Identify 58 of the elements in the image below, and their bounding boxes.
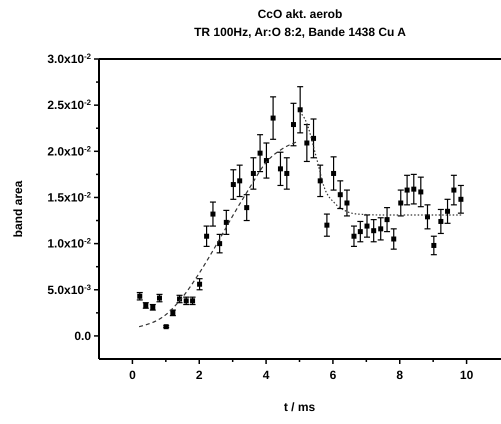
x-tick-label: 8: [396, 368, 404, 382]
point: [344, 200, 350, 206]
point: [250, 170, 256, 176]
point: [197, 282, 202, 287]
y-tick-label: 0.0: [74, 328, 92, 343]
point: [438, 218, 444, 224]
y-tick-label: 2.5x10$^{-2}$: [47, 98, 92, 112]
x-tick-label: 6: [330, 368, 337, 382]
point: [331, 170, 336, 176]
point: [364, 224, 370, 229]
point: [404, 188, 410, 193]
point: [398, 200, 404, 206]
point: [324, 222, 330, 228]
point: [270, 116, 276, 121]
y-axis-title: band area: [11, 180, 25, 238]
y-tick-label: 2.0x10$^{-2}$: [47, 144, 92, 158]
point: [217, 241, 222, 246]
point: [204, 234, 210, 239]
point: [384, 217, 390, 222]
y-tick-label: 1.0x10$^{-2}$: [47, 236, 92, 251]
point: [445, 208, 450, 214]
line-series: [138, 141, 297, 328]
x-tick-label: 2: [196, 368, 203, 382]
point: [210, 212, 216, 217]
point: [244, 205, 250, 210]
point: [284, 170, 290, 176]
point: [418, 189, 424, 194]
point: [278, 166, 283, 172]
point: [338, 192, 343, 198]
point: [318, 178, 323, 184]
point: [224, 220, 229, 225]
point: [371, 228, 376, 234]
point: [431, 242, 436, 248]
y-tick-label: 5.0x10$^{-3}$: [47, 282, 92, 297]
point: [237, 178, 242, 184]
chart-title: CcO akt. aerob: [258, 7, 342, 21]
point: [264, 158, 269, 164]
point: [304, 140, 310, 146]
chart-subtitle: TR 100Hz, Ar:O 8:2, Bande 1438 Cu A: [194, 25, 406, 39]
point: [258, 150, 263, 156]
point: [230, 182, 236, 188]
point: [411, 186, 416, 192]
point: [458, 196, 464, 202]
x-axis-title: t / ms: [284, 400, 316, 414]
point: [311, 136, 316, 141]
y-tick-label: 3.0x10$^{-2}$: [47, 52, 92, 66]
point: [290, 122, 296, 128]
point: [298, 107, 303, 112]
point: [424, 214, 430, 220]
point: [351, 234, 356, 239]
point: [391, 236, 396, 242]
point: [358, 229, 363, 234]
point: [451, 188, 456, 193]
x-tick-label: 0: [129, 368, 136, 382]
point: [378, 226, 384, 232]
x-tick-label: 4: [262, 368, 270, 382]
y-tick-label: 1.5x10$^{-2}$: [47, 190, 92, 204]
x-tick-label: 10: [460, 368, 474, 382]
